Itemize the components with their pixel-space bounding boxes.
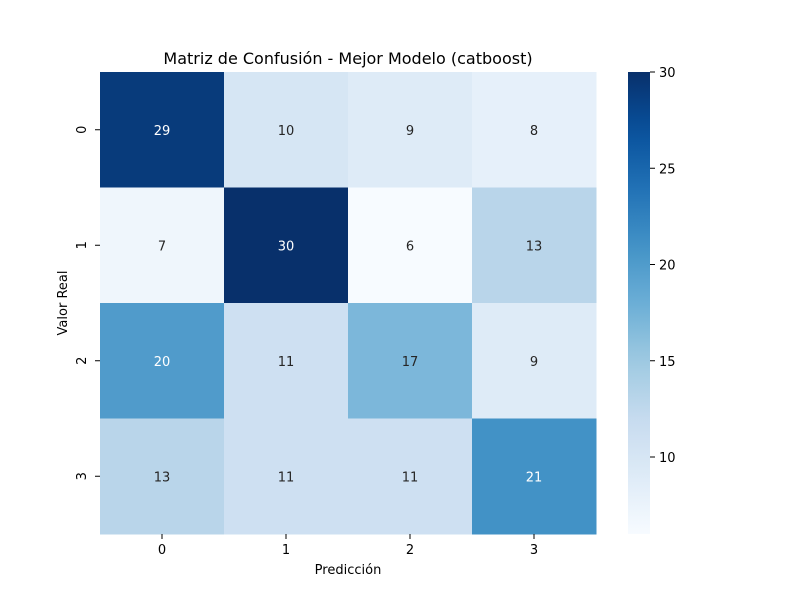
heatmap-cell-3-2 — [348, 418, 473, 535]
colorbar-tick-label-2: 20 — [659, 259, 676, 274]
y-tick-label-3: 3 — [75, 472, 90, 480]
heatmap-cell-1-2 — [348, 187, 473, 304]
heatmap-cell-3-3 — [472, 418, 597, 535]
colorbar-tick-label-0: 10 — [659, 451, 676, 466]
cell-value-2-2: 17 — [402, 355, 419, 370]
cell-value-0-2: 9 — [406, 124, 414, 139]
heatmap-cell-0-2 — [348, 72, 473, 188]
heatmap-cell-2-2 — [348, 303, 473, 419]
x-tick-label-3: 3 — [530, 543, 538, 558]
colorbar-tick-label-4: 30 — [659, 66, 676, 81]
heatmap-cell-0-0 — [100, 72, 225, 188]
heatmap-cell-1-3 — [472, 187, 597, 304]
y-tick-label-2: 2 — [75, 357, 90, 365]
cell-value-3-2: 11 — [402, 470, 419, 485]
colorbar-tick-label-3: 25 — [659, 162, 676, 177]
y-axis-ticks: 0 1 2 3 — [75, 126, 100, 480]
y-tick-label-1: 1 — [75, 241, 90, 249]
y-axis-label: Valor Real — [56, 271, 71, 336]
colorbar: 10 15 20 25 30 — [628, 66, 676, 534]
y-tick-label-0: 0 — [75, 126, 90, 134]
cell-value-0-0: 29 — [154, 124, 171, 139]
chart-title: Matriz de Confusión - Mejor Modelo (catb… — [163, 49, 532, 68]
heatmap-cell-2-0 — [100, 303, 225, 419]
cell-value-1-0: 7 — [158, 239, 166, 254]
cell-value-3-0: 13 — [154, 470, 171, 485]
x-tick-label-1: 1 — [282, 543, 290, 558]
cell-value-0-1: 10 — [278, 124, 295, 139]
heatmap-cell-0-3 — [472, 72, 597, 188]
heatmap-cells: 29 10 9 8 7 30 6 13 20 11 17 9 13 11 11 21 — [100, 72, 597, 535]
heatmap-cell-2-3 — [472, 303, 597, 419]
heatmap-cell-3-1 — [224, 418, 349, 535]
cell-value-3-1: 11 — [278, 470, 295, 485]
cell-value-3-3: 21 — [526, 470, 543, 485]
heatmap-cell-1-1 — [224, 187, 349, 304]
colorbar-gradient — [628, 72, 650, 534]
cell-value-1-2: 6 — [406, 239, 414, 254]
cell-value-0-3: 8 — [530, 124, 538, 139]
x-axis-label: Predicción — [315, 563, 382, 578]
cell-value-2-3: 9 — [530, 355, 538, 370]
x-tick-label-2: 2 — [406, 543, 414, 558]
x-axis-ticks: 0 1 2 3 — [158, 534, 538, 558]
x-tick-label-0: 0 — [158, 543, 166, 558]
cell-value-2-1: 11 — [278, 355, 295, 370]
heatmap-cell-3-0 — [100, 418, 225, 535]
colorbar-tick-label-1: 15 — [659, 355, 676, 370]
cell-value-2-0: 20 — [154, 355, 171, 370]
heatmap-cell-2-1 — [224, 303, 349, 419]
heatmap-cell-1-0 — [100, 187, 225, 304]
heatmap-cell-0-1 — [224, 72, 349, 188]
cell-value-1-1: 30 — [278, 239, 295, 254]
cell-value-1-3: 13 — [526, 239, 543, 254]
